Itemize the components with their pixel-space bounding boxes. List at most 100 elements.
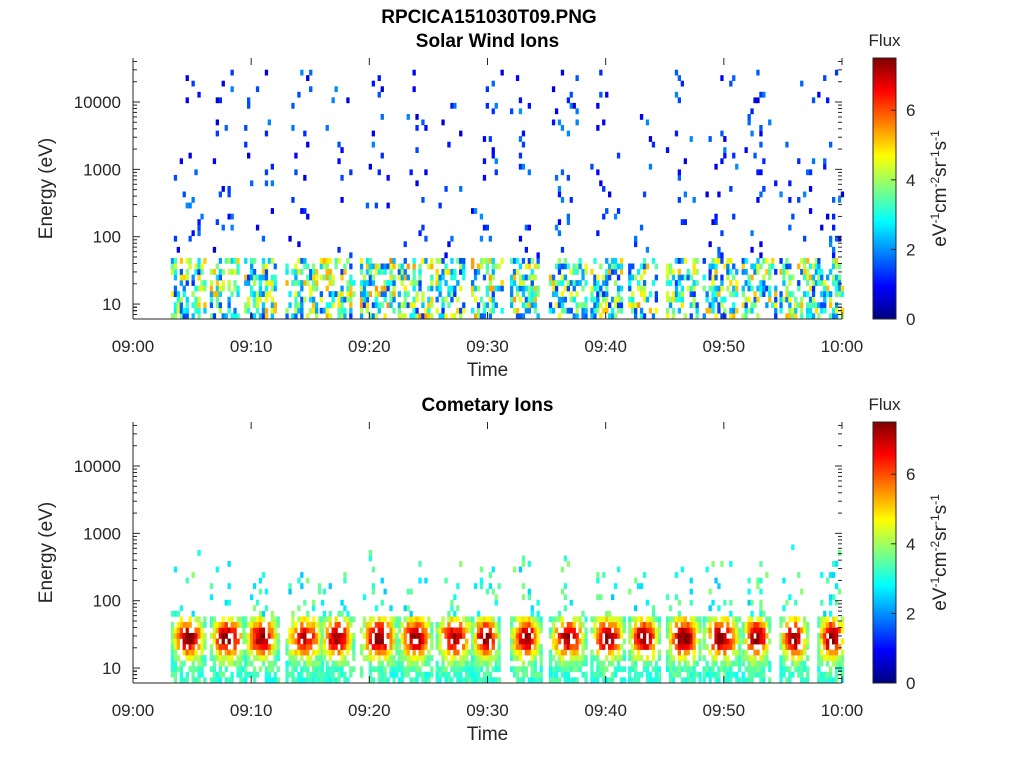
flux-cell [616, 627, 621, 634]
flux-cell [714, 219, 718, 225]
flux-cell [575, 660, 579, 667]
flux-cell [415, 671, 419, 678]
flux-cell [303, 660, 307, 667]
flux-cell [421, 296, 425, 303]
flux-cell [578, 302, 582, 309]
flux-cell [622, 649, 627, 656]
flux-cell [735, 655, 739, 661]
flux-cell [197, 677, 201, 684]
flux-cell [584, 677, 588, 684]
flux-cell [527, 274, 531, 281]
flux-cell [273, 677, 277, 684]
flux-cell [244, 638, 248, 645]
flux-cell [312, 269, 316, 275]
flux-cell [560, 666, 565, 673]
flux-cell [359, 666, 364, 673]
flux-cell [258, 588, 263, 595]
flux-cell [608, 622, 612, 628]
flux-cell [212, 671, 217, 678]
flux-cell [768, 622, 772, 628]
flux-cell [714, 269, 718, 275]
flux-cell [806, 655, 810, 661]
flux-cell [485, 102, 489, 109]
flux-cell [306, 638, 310, 645]
flux-cell [651, 655, 656, 661]
flux-cell [714, 296, 718, 303]
flux-cell [371, 588, 375, 595]
flux-cell [352, 633, 356, 639]
flux-cell [325, 633, 329, 639]
flux-cell [312, 627, 316, 634]
flux-cell [759, 125, 763, 131]
flux-cell [616, 666, 621, 673]
flux-cell [337, 622, 341, 628]
flux-cell [297, 605, 301, 612]
flux-cell [695, 627, 699, 634]
flux-cell [349, 616, 353, 623]
colorbar-units-label: eV-1cm-2sr-1s-1 [928, 130, 951, 247]
flux-cell [572, 677, 576, 684]
flux-cell [343, 644, 347, 650]
flux-cell [218, 660, 222, 667]
flux-cell [267, 677, 271, 684]
flux-cell [255, 633, 260, 639]
flux-cell [264, 280, 269, 286]
flux-cell [677, 633, 681, 639]
flux-cell [362, 296, 367, 303]
flux-cell [309, 274, 313, 281]
flux-cell [611, 633, 615, 639]
flux-cell [406, 114, 410, 120]
flux-cell [578, 616, 582, 623]
flux-cell [759, 241, 763, 248]
flux-cell [593, 655, 597, 661]
flux-cell [365, 263, 370, 270]
flux-cell [319, 666, 323, 673]
flux-cell [611, 258, 615, 264]
flux-cell [267, 622, 271, 628]
flux-cell [689, 136, 693, 142]
flux-cell [182, 191, 186, 198]
flux-cell [686, 671, 690, 678]
flux-cell [698, 655, 702, 661]
flux-cell [197, 644, 201, 650]
flux-cell [218, 622, 222, 628]
flux-cell [456, 280, 460, 286]
flux-cell [680, 627, 684, 634]
flux-cell [698, 671, 702, 678]
flux-cell [575, 75, 579, 81]
flux-cell [527, 649, 531, 656]
flux-cell [657, 627, 661, 634]
flux-cell [255, 655, 260, 661]
flux-cell [634, 638, 638, 645]
flux-cell [488, 313, 492, 320]
flux-cell [230, 649, 234, 656]
flux-cell [692, 616, 696, 623]
flux-cell [683, 627, 687, 634]
flux-cell [270, 616, 274, 623]
flux-cell [421, 119, 425, 126]
flux-cell [403, 644, 407, 650]
flux-cell [518, 655, 523, 661]
flux-cell [720, 252, 724, 259]
flux-cell [444, 263, 448, 270]
flux-cell [488, 274, 492, 281]
flux-cell [829, 627, 833, 634]
flux-cell [779, 269, 783, 275]
flux-cell [374, 649, 378, 656]
flux-cell [762, 633, 766, 639]
flux-cell [212, 291, 217, 297]
flux-cell [491, 258, 495, 264]
flux-cell [510, 627, 514, 634]
flux-cell [471, 280, 475, 286]
flux-cell [418, 622, 422, 628]
flux-cell [551, 274, 556, 281]
flux-cell [599, 313, 603, 320]
flux-cell [227, 280, 231, 286]
flux-cell [800, 258, 804, 264]
flux-cell [191, 274, 195, 281]
flux-cell [677, 280, 681, 286]
flux-cell [747, 280, 751, 286]
flux-cell [227, 649, 231, 656]
flux-cell [605, 269, 609, 275]
flux-cell [297, 577, 301, 584]
